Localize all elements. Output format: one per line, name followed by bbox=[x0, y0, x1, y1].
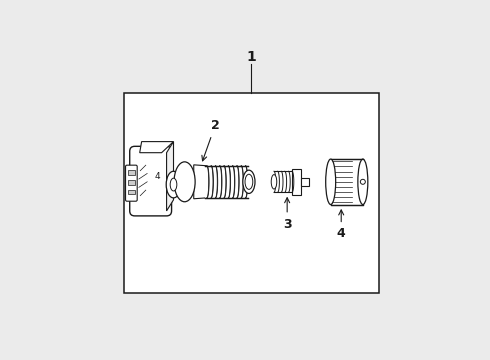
Polygon shape bbox=[205, 166, 248, 198]
FancyBboxPatch shape bbox=[125, 165, 137, 201]
Text: 2: 2 bbox=[202, 119, 220, 161]
Text: 4: 4 bbox=[154, 172, 160, 181]
Bar bbox=[128, 170, 135, 175]
Polygon shape bbox=[140, 141, 173, 153]
Bar bbox=[128, 180, 135, 185]
Text: 3: 3 bbox=[283, 198, 292, 230]
Ellipse shape bbox=[170, 178, 177, 191]
Bar bbox=[331, 159, 363, 204]
Bar bbox=[123, 93, 379, 293]
Text: 4: 4 bbox=[337, 210, 345, 240]
Polygon shape bbox=[292, 169, 301, 194]
Polygon shape bbox=[167, 141, 173, 211]
Ellipse shape bbox=[174, 162, 195, 202]
Bar bbox=[128, 190, 135, 194]
FancyBboxPatch shape bbox=[130, 146, 171, 216]
Ellipse shape bbox=[326, 159, 336, 204]
Text: 1: 1 bbox=[246, 50, 256, 64]
Ellipse shape bbox=[271, 175, 277, 189]
Ellipse shape bbox=[360, 179, 366, 184]
Ellipse shape bbox=[243, 170, 255, 193]
Ellipse shape bbox=[166, 171, 181, 198]
Ellipse shape bbox=[358, 159, 368, 204]
Ellipse shape bbox=[245, 174, 253, 189]
Polygon shape bbox=[274, 171, 292, 192]
Polygon shape bbox=[194, 165, 206, 199]
Polygon shape bbox=[301, 178, 309, 186]
